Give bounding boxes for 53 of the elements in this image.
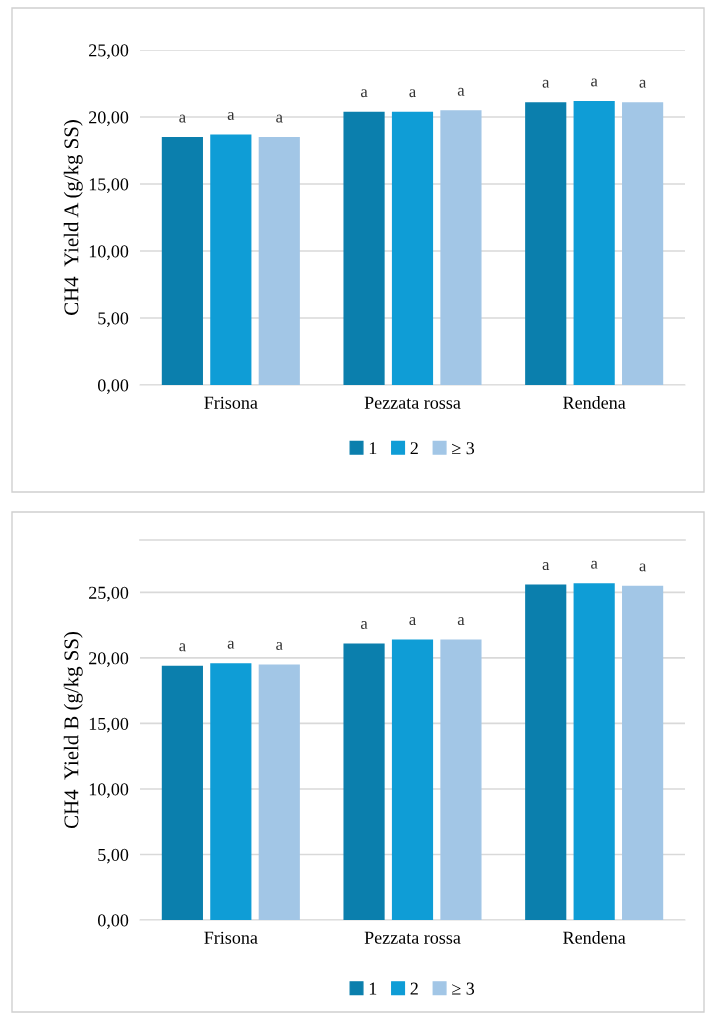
data-label: a — [409, 617, 416, 626]
x-tick-label: Pezzata rossa — [364, 931, 461, 944]
y-tick-label: 0,00 — [97, 379, 129, 395]
y-tick-label: 20,00 — [89, 111, 129, 127]
y-tick-label: 0,00 — [97, 914, 129, 930]
y-tick-label: 10,00 — [89, 245, 129, 261]
x-tick-label: Rendena — [563, 396, 626, 409]
x-tick-label: Rendena — [563, 931, 626, 944]
bar — [161, 665, 203, 920]
legend-label: 1 — [369, 442, 377, 455]
legend-label: 1 — [369, 982, 377, 995]
legend-label: ≥ 3 — [452, 982, 475, 995]
data-label: a — [639, 79, 647, 88]
y-tick-label: 25,00 — [89, 44, 129, 60]
bar — [573, 583, 615, 920]
data-label: a — [179, 114, 186, 123]
data-label: a — [591, 560, 598, 569]
data-label: a — [227, 640, 235, 649]
x-tick-label: Pezzata rossa — [364, 396, 461, 409]
y-tick-label: 10,00 — [89, 783, 129, 799]
data-label: a — [227, 111, 235, 120]
data-label: a — [542, 79, 550, 88]
y-tick-label: 20,00 — [89, 652, 129, 667]
data-label: a — [276, 642, 283, 650]
bar — [210, 663, 252, 920]
x-tick-label: Frisona — [204, 931, 258, 944]
data-label: a — [276, 114, 283, 123]
x-tick-label: Frisona — [204, 396, 258, 409]
bar — [343, 643, 385, 920]
data-label: a — [591, 78, 598, 87]
bar — [622, 585, 664, 920]
y-tick-label: 15,00 — [89, 717, 129, 733]
y-tick-label: 25,00 — [89, 586, 129, 602]
data-label: a — [179, 643, 186, 652]
y-tick-label: 15,00 — [89, 178, 129, 194]
data-label: a — [457, 87, 465, 96]
y-axis-title: CH4 Yield A (g/kg SS) — [63, 120, 83, 315]
y-tick-label: 5,00 — [98, 312, 129, 328]
legend-label: ≥ 3 — [452, 442, 475, 455]
y-tick-label: 5,00 — [98, 848, 129, 864]
data-label: a — [360, 89, 368, 98]
legend-label: 2 — [410, 442, 418, 455]
data-label: a — [409, 89, 416, 98]
data-label: a — [360, 621, 368, 630]
legend-label: 2 — [410, 982, 418, 995]
bar — [391, 639, 434, 920]
bar — [525, 584, 567, 920]
data-label: a — [457, 617, 465, 626]
data-label: a — [639, 563, 647, 572]
data-label: a — [542, 562, 550, 571]
bar — [258, 664, 300, 920]
bar — [440, 639, 482, 920]
y-axis-title: CH4 Yield B (g/kg SS) — [63, 632, 83, 829]
